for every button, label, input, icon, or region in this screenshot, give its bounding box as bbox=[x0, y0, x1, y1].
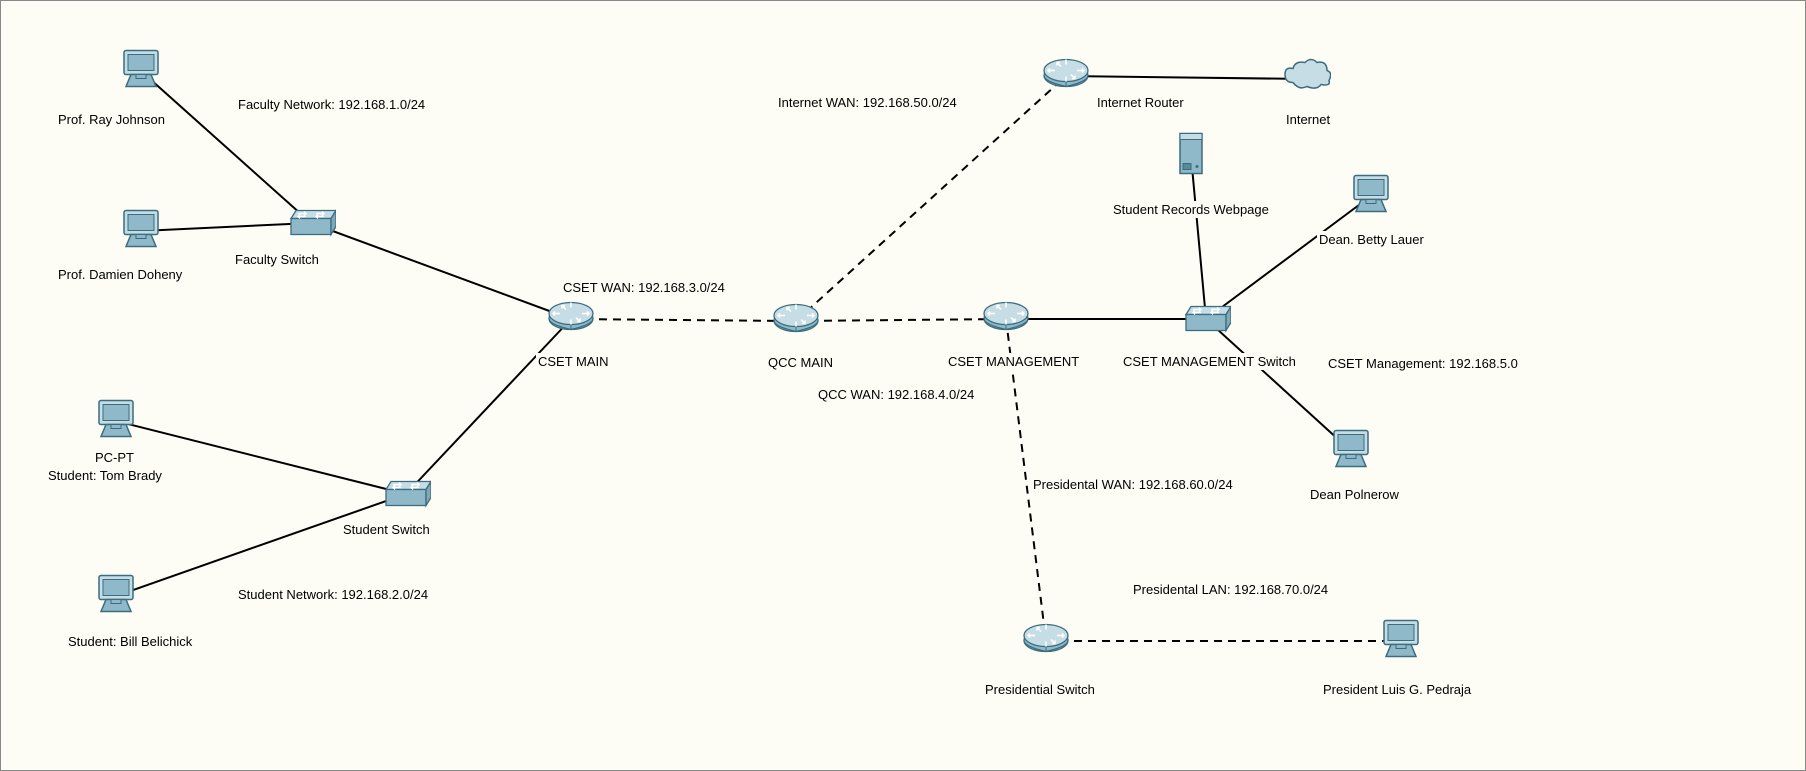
label-pc_betty: Dean. Betty Lauer bbox=[1317, 231, 1426, 248]
pc-icon bbox=[116, 47, 166, 91]
node-rt_internet[interactable] bbox=[1041, 52, 1091, 101]
node-pc_damien[interactable] bbox=[116, 207, 166, 256]
network-label-1: CSET WAN: 192.168.3.0/24 bbox=[561, 279, 727, 296]
node-rt_pres[interactable] bbox=[1021, 617, 1071, 666]
pc-icon bbox=[1376, 617, 1426, 661]
server-icon bbox=[1166, 132, 1216, 176]
label-rt_cset_main: CSET MAIN bbox=[536, 353, 611, 370]
node-pc_pres[interactable] bbox=[1376, 617, 1426, 666]
label-pc_ray: Prof. Ray Johnson bbox=[56, 111, 167, 128]
label-pc_bill: Student: Bill Belichick bbox=[66, 633, 194, 650]
label-sw_faculty: Faculty Switch bbox=[233, 251, 321, 268]
node-pc_betty[interactable] bbox=[1346, 172, 1396, 221]
switch-icon bbox=[1181, 295, 1231, 339]
switch-icon bbox=[381, 470, 431, 514]
node-pc_ray[interactable] bbox=[116, 47, 166, 96]
link-rt_cset_main-rt_qcc_main bbox=[571, 319, 796, 321]
node-pc_tom[interactable] bbox=[91, 397, 141, 446]
label-cloud_internet: Internet bbox=[1284, 111, 1332, 128]
label-rt_pres: Presidential Switch bbox=[983, 681, 1097, 698]
pc-icon bbox=[1326, 427, 1376, 471]
node-pc_bill[interactable] bbox=[91, 572, 141, 621]
network-label-7: Presidental LAN: 192.168.70.0/24 bbox=[1131, 581, 1330, 598]
pc-icon bbox=[1346, 172, 1396, 216]
node-rt_cset_mgmt[interactable] bbox=[981, 295, 1031, 344]
node-rt_qcc_main[interactable] bbox=[771, 297, 821, 346]
label-pc_tom: PC-PT bbox=[93, 449, 136, 466]
node-sw_cset_mgmt[interactable] bbox=[1181, 295, 1231, 344]
node-sw_student[interactable] bbox=[381, 470, 431, 519]
network-label-2: Internet WAN: 192.168.50.0/24 bbox=[776, 94, 959, 111]
label-sw_student: Student Switch bbox=[341, 521, 432, 538]
network-label-6: Presidental WAN: 192.168.60.0/24 bbox=[1031, 476, 1235, 493]
node-srv_records[interactable] bbox=[1166, 132, 1216, 181]
pc-icon bbox=[116, 207, 166, 251]
label2-pc_tom: Student: Tom Brady bbox=[46, 467, 164, 484]
switch-icon bbox=[286, 199, 336, 243]
node-pc_polnerow[interactable] bbox=[1326, 427, 1376, 476]
label-rt_qcc_main: QCC MAIN bbox=[766, 354, 835, 371]
node-sw_faculty[interactable] bbox=[286, 199, 336, 248]
router-icon bbox=[981, 295, 1031, 339]
link-rt_qcc_main-rt_internet bbox=[796, 76, 1066, 321]
network-topology-canvas: Prof. Ray Johnson Prof. Damien Doheny Facu… bbox=[0, 0, 1806, 771]
label-rt_internet: Internet Router bbox=[1095, 94, 1186, 111]
link-sw_faculty-rt_cset_main bbox=[311, 223, 571, 319]
router-icon bbox=[1041, 52, 1091, 96]
router-icon bbox=[771, 297, 821, 341]
router-icon bbox=[1021, 617, 1071, 661]
network-label-4: Student Network: 192.168.2.0/24 bbox=[236, 586, 430, 603]
cloud-icon bbox=[1281, 55, 1331, 99]
link-rt_qcc_main-rt_cset_mgmt bbox=[796, 319, 1006, 321]
label-pc_damien: Prof. Damien Doheny bbox=[56, 266, 184, 283]
link-sw_student-rt_cset_main bbox=[406, 319, 571, 494]
pc-icon bbox=[91, 397, 141, 441]
network-label-3: QCC WAN: 192.168.4.0/24 bbox=[816, 386, 976, 403]
link-rt_internet-cloud_internet bbox=[1066, 76, 1306, 79]
pc-icon bbox=[91, 572, 141, 616]
label-srv_records: Student Records Webpage bbox=[1111, 201, 1271, 218]
link-pc_bill-sw_student bbox=[116, 494, 406, 596]
label-pc_pres: President Luis G. Pedraja bbox=[1321, 681, 1473, 698]
label-sw_cset_mgmt: CSET MANAGEMENT Switch bbox=[1121, 353, 1298, 370]
router-icon bbox=[546, 295, 596, 339]
network-label-5: CSET Management: 192.168.5.0 bbox=[1326, 355, 1520, 372]
node-rt_cset_main[interactable] bbox=[546, 295, 596, 344]
label-rt_cset_mgmt: CSET MANAGEMENT bbox=[946, 353, 1081, 370]
label-pc_polnerow: Dean Polnerow bbox=[1308, 486, 1401, 503]
network-label-0: Faculty Network: 192.168.1.0/24 bbox=[236, 96, 427, 113]
node-cloud_internet[interactable] bbox=[1281, 55, 1331, 104]
